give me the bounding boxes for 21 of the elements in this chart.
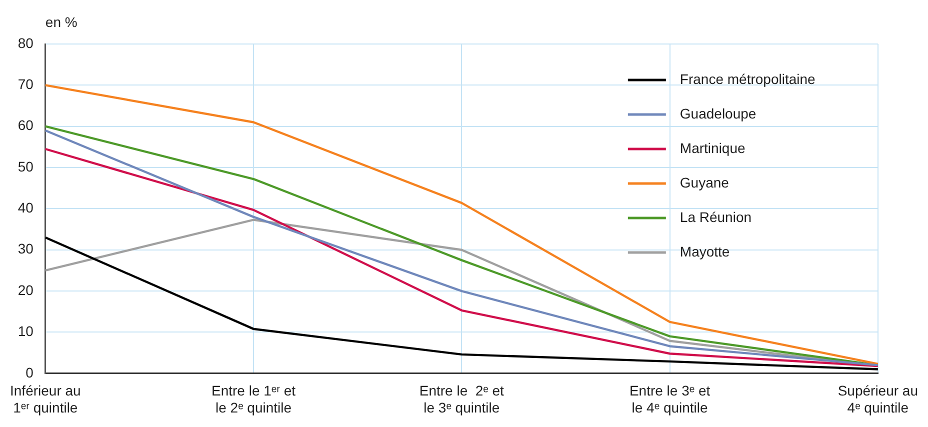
- y-tick-label: 60: [18, 117, 34, 134]
- y-tick-label: 70: [18, 76, 34, 92]
- legend-label: Martinique: [680, 140, 746, 156]
- x-tick-label: Supérieur au 4ᵉ quintile: [838, 382, 918, 416]
- y-tick-label: 0: [26, 364, 34, 380]
- y-tick-label: 40: [18, 200, 34, 216]
- legend-label: La Réunion: [680, 208, 752, 225]
- legend-label: Guyane: [680, 174, 730, 190]
- x-tick-label: Entre le 1ᵉʳ et le 2ᵉ quintile: [212, 382, 296, 416]
- y-tick-label: 20: [18, 282, 34, 298]
- x-tick-label: Inférieur au 1ᵉʳ quintile: [10, 382, 81, 416]
- x-tick-label: Entre le 2ᵉ et le 3ᵉ quintile: [419, 382, 504, 416]
- y-tick-label: 50: [18, 158, 34, 174]
- legend-label: Guadeloupe: [680, 105, 756, 122]
- x-tick-label: Entre le 3ᵉ et le 4ᵉ quintile: [629, 382, 710, 416]
- y-tick-label: 30: [18, 240, 34, 257]
- y-tick-label: 80: [18, 34, 34, 51]
- y-axis-title: en %: [45, 14, 78, 30]
- legend-label: France métropolitaine: [680, 70, 816, 87]
- legend-label: Mayotte: [680, 243, 730, 260]
- y-tick-label: 10: [18, 323, 34, 340]
